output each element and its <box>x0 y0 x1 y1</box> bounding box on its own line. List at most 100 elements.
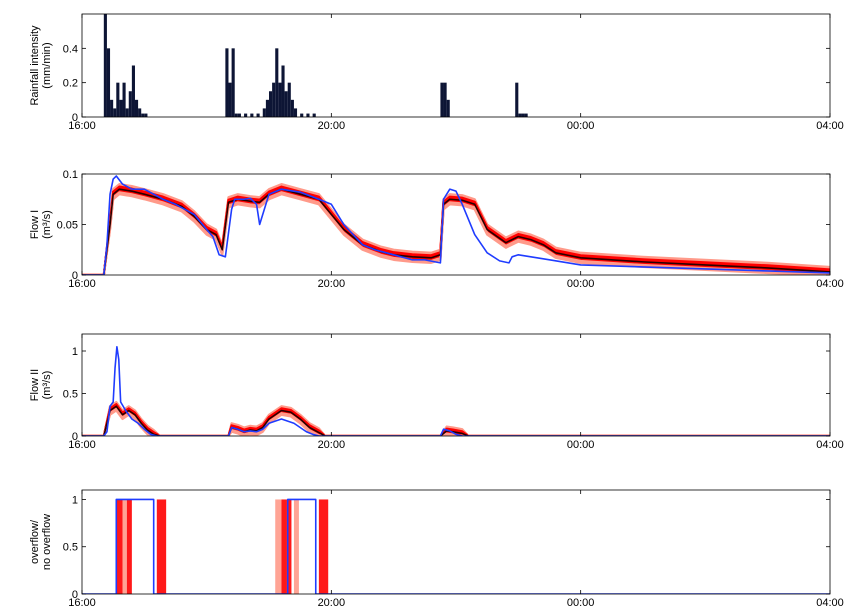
rain-bar <box>225 48 229 117</box>
y-axis-label: Flow II <box>29 369 41 401</box>
rain-bar <box>284 91 288 117</box>
rain-bar <box>234 113 238 117</box>
rain-bar <box>134 99 139 117</box>
x-tick-label: 00:00 <box>567 597 595 609</box>
rain-bar <box>265 99 269 117</box>
ensemble-member-line <box>82 193 830 275</box>
y-tick-label: 0.5 <box>63 542 78 554</box>
x-tick-label: 20:00 <box>318 120 346 132</box>
ensemble-mean-line <box>82 405 830 436</box>
overflow-ensemble-block <box>286 499 292 594</box>
y-tick-label: 0 <box>72 589 78 601</box>
y-tick-label: 0.05 <box>57 220 78 232</box>
rain-bar <box>122 82 126 117</box>
rain-bar <box>293 108 298 117</box>
observed-line <box>82 345 830 436</box>
x-tick-label: 00:00 <box>567 278 595 290</box>
y-tick-label: 0.2 <box>63 78 78 90</box>
observed-line <box>82 498 830 594</box>
x-tick-label: 04:00 <box>816 278 844 290</box>
rain-bar <box>275 48 279 117</box>
rain-bar <box>518 113 522 117</box>
axes-frame <box>81 489 831 595</box>
overflow-ensemble-block <box>281 499 287 594</box>
y-axis-label: overflow/ <box>29 519 41 564</box>
rain-bar <box>138 108 142 117</box>
rain-bar <box>106 48 111 117</box>
rain-bar <box>300 113 304 117</box>
flow-ii-panel: 16:00 20:00 00:00 04:00 0 0.5 1 Flow II (m³/s) <box>29 333 844 451</box>
rain-bar <box>144 113 148 117</box>
rainfall-panel: 16:00 20:00 00:00 04:00 0 0.2 0.4 Rainfall inte… <box>29 13 844 132</box>
y-tick-label: 0 <box>72 431 78 443</box>
rain-bar <box>116 82 120 117</box>
rain-bar <box>524 113 528 117</box>
y-axis-unit-label: no overflow <box>41 514 53 570</box>
rain-bar <box>312 113 316 117</box>
x-tick-label: 16:00 <box>68 120 96 132</box>
plot-area <box>82 345 830 436</box>
x-tick-label: 00:00 <box>567 439 595 451</box>
x-tick-label: 20:00 <box>318 597 346 609</box>
axes-frame <box>81 13 831 118</box>
rain-bar <box>110 99 114 117</box>
rain-bar <box>228 82 232 117</box>
rain-bar <box>272 82 276 117</box>
rain-bar <box>125 108 129 117</box>
overflow-ensemble-block <box>156 499 167 594</box>
rain-bar <box>250 113 254 117</box>
rain-bar <box>128 91 132 117</box>
observed-line <box>82 175 830 275</box>
rain-bar <box>515 82 519 117</box>
y-tick-label: 1 <box>72 494 78 506</box>
rain-bar <box>103 14 107 117</box>
rain-bar <box>306 113 310 117</box>
y-tick-label: 0.1 <box>63 169 78 181</box>
y-axis-unit-label: (m³/s) <box>41 210 53 239</box>
rain-bar <box>440 82 444 117</box>
axes-frame <box>81 333 831 437</box>
overflow-ensemble-block <box>116 499 123 594</box>
rain-bar <box>231 48 235 117</box>
rain-bar <box>119 99 123 117</box>
rain-bar <box>290 99 294 117</box>
x-tick-label: 04:00 <box>816 439 844 451</box>
rain-bar <box>269 91 273 117</box>
x-tick-label: 16:00 <box>68 597 96 609</box>
rain-bar <box>446 99 450 117</box>
rain-bar <box>281 65 285 117</box>
x-tick-label: 16:00 <box>68 439 96 451</box>
rain-bar <box>262 108 266 117</box>
overflow-panel: 16:00 20:00 00:00 04:00 0 0.5 1 overflow/no ove… <box>29 489 844 609</box>
y-tick-label: 1 <box>72 346 78 358</box>
x-tick-label: 00:00 <box>567 120 595 132</box>
y-axis-label: Flow I <box>29 210 41 239</box>
rain-bar <box>287 82 291 117</box>
rain-bar <box>256 113 260 117</box>
y-axis-unit-label: (mm/min) <box>41 42 53 88</box>
y-tick-label: 0.5 <box>63 389 78 401</box>
rain-bar <box>141 113 145 117</box>
y-axis-label: Rainfall intensity <box>29 25 41 106</box>
rain-bar <box>244 113 248 117</box>
y-tick-label: 0 <box>72 112 78 124</box>
overflow-ensemble-block <box>126 499 132 594</box>
rain-bar <box>278 82 282 117</box>
y-axis-unit-label: (m³/s) <box>41 371 53 400</box>
rain-bar <box>113 108 117 117</box>
rain-bar <box>521 113 525 117</box>
y-tick-label: 0 <box>72 270 78 282</box>
plot-area <box>82 498 830 594</box>
x-tick-label: 20:00 <box>318 439 346 451</box>
y-tick-label: 0.4 <box>63 43 78 55</box>
overflow-ensemble-block <box>293 499 299 594</box>
x-tick-label: 04:00 <box>816 597 844 609</box>
rain-bar <box>237 113 241 117</box>
plot-area <box>103 14 528 117</box>
flow-i-panel: 16:00 20:00 00:00 04:00 0 0.05 0.1 Flow I (m³/s) <box>29 169 844 290</box>
overflow-ensemble-block <box>275 499 282 594</box>
overflow-ensemble-block <box>318 499 329 594</box>
plot-area <box>82 175 830 275</box>
x-tick-label: 04:00 <box>816 120 844 132</box>
